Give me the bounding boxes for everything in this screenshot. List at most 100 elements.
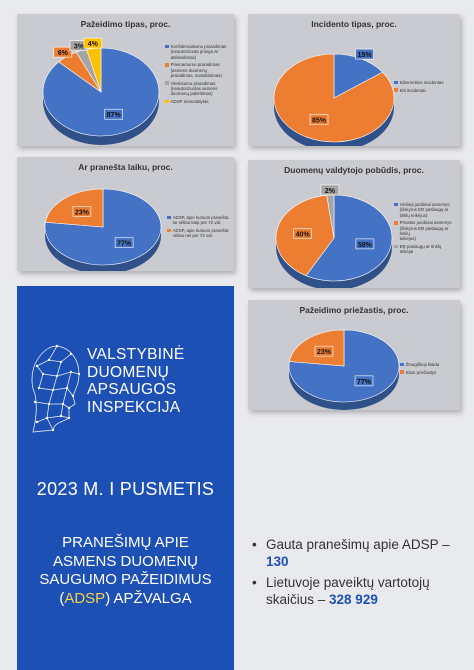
stat-label: Lietuvoje paveiktų vartotojų skaičius – (266, 575, 430, 607)
heading-tail: APŽVALGA (110, 589, 192, 607)
pie-slice (273, 53, 395, 143)
data-label-text: 4% (88, 41, 99, 48)
data-label: 4% (83, 37, 103, 49)
agency-panel: VALSTYBINĖ DUOMENŲ APSAUGOS INSPEKCIJA 2… (17, 286, 234, 670)
legend-swatch (165, 99, 169, 104)
bullet: • (252, 537, 257, 552)
heading-line: (ADSP) APŽVALGA (17, 590, 234, 609)
report-heading: PRANEŠIMŲ APIE ASMENS DUOMENŲ SAUGUMO PA… (17, 534, 234, 608)
legend-label: Kitos priežastys (405, 369, 437, 375)
data-label: 15% (355, 48, 374, 60)
bullet: • (252, 575, 257, 590)
agency-name-line: DUOMENŲ (87, 363, 170, 381)
chart-legend: Viešieji juridiniai asmenys (išskyrus EŖ… (394, 202, 458, 257)
data-label: 77% (114, 237, 134, 248)
data-label-box (354, 375, 374, 387)
legend-swatch (167, 215, 171, 220)
legend-item: Žmogiškoji klaida (400, 362, 456, 367)
data-label-text: 15% (358, 52, 373, 59)
legend-swatch (165, 63, 169, 67)
legend-label: ADSP, apie kuriuos pranešta vėliau nei p… (172, 227, 229, 239)
pie-depth (43, 92, 159, 145)
legend-label: Vientisumo praradimas (neautorizuotas as… (170, 80, 218, 97)
legend-item: ADSP, apie kuriuos pranešta vėliau nei p… (167, 228, 231, 239)
stat-value: 328 929 (329, 592, 378, 607)
pie-depth (289, 366, 399, 410)
legend-item: Privatūs juridiniai asmenys (išskyrus EŖ… (394, 220, 458, 241)
data-label: 87% (104, 108, 123, 120)
data-label-text: 23% (317, 349, 332, 356)
data-label-text: 23% (75, 209, 90, 216)
data-label-text: 2% (325, 188, 336, 195)
data-label-box (314, 345, 334, 357)
chart-title: Pažeidimo tipas, proc. (80, 19, 171, 29)
data-label-box (320, 184, 340, 196)
legend-item: Kiti incidentai (394, 88, 458, 93)
stat-value: 130 (266, 554, 289, 569)
heading-line: ASMENS DUOMENŲ (52, 552, 198, 570)
chart-title: Duomenų valdytojo pobūdis, proc. (284, 165, 424, 175)
legend-swatch (400, 362, 404, 367)
chart-title: Pažeidimo priežastis, proc. (299, 305, 409, 315)
agency-name-line: APSAUGOS (87, 381, 177, 398)
pie-chart-breach-cause: 77% 23% (288, 329, 400, 410)
legend-label: Kibernetinis incidentas (399, 80, 444, 85)
chart-legend: Konfidencialumo praradimas (neautorizuot… (165, 44, 231, 107)
data-label: 6% (53, 46, 73, 58)
legend-swatch (165, 44, 169, 49)
data-label-text: 85% (312, 118, 327, 125)
summary-stats: • Gauta pranešimų apie ADSP – 130 • Liet… (252, 536, 467, 612)
chart-card-breach-cause: Pažeidimo priežastis, proc. 77% 23% Žmogi… (248, 300, 460, 410)
legend-item: Prieinamumo praradimas (asmens duomenų p… (165, 62, 231, 78)
data-label-text: 40% (296, 232, 311, 239)
legend-swatch (167, 228, 171, 233)
legend-label: EŖ paslaugų ar tinklų teikėjai (399, 243, 442, 255)
agency-name-line: INSPEKCIJA (87, 398, 181, 416)
data-label-box (114, 237, 134, 248)
pie-chart-reported-on-time: 77% 23% (44, 188, 162, 271)
legend-label: ADSP nenustatytas (170, 98, 209, 104)
legend-swatch (394, 80, 398, 85)
chart-legend: Žmogiškoji klaida Kitos priežastys (400, 362, 456, 377)
data-label: 2% (320, 184, 340, 196)
chart-title: Ar pranešta laiku, proc. (78, 162, 173, 172)
legend-item: EŖ paslaugų ar tinklų teikėjai (394, 244, 458, 255)
legend-item: Kibernetinis incidentas (394, 80, 458, 85)
legend-swatch (394, 244, 398, 249)
heading-acronym: ADSP (64, 589, 106, 607)
data-label-box (293, 228, 312, 239)
legend-item: ADSP nenustatytas (165, 99, 231, 104)
data-label: 77% (354, 375, 374, 387)
chart-card-breach-type: Pažeidimo tipas, proc. 87% 6% 3% 4% Konfide… (17, 14, 234, 146)
legend-label: Kiti incidentai (399, 87, 426, 93)
heading-paren: ( (59, 589, 65, 607)
data-label: 58% (355, 238, 375, 250)
legend-label: Privatūs juridiniai asmenys (išskyrus EŖ… (399, 220, 452, 242)
legend-label: Konfidencialumo praradimas (neautorizuot… (170, 44, 227, 60)
stat-label: Gauta pranešimų apie ADSP – (266, 537, 450, 552)
data-label-text: 77% (357, 379, 372, 386)
pie-chart-incident-type: 15% 85% (273, 48, 395, 146)
legend-item: Konfidencialumo praradimas (neautorizuot… (165, 44, 231, 60)
chart-title: Incidento tipas, proc. (311, 19, 397, 29)
data-label-box (355, 238, 375, 250)
data-label-box (72, 206, 92, 217)
chart-card-reported-on-time: Ar pranešta laiku, proc. 77% 23% ADSP, ap… (17, 157, 234, 271)
legend-swatch (165, 81, 169, 85)
legend-item: Viešieji juridiniai asmenys (išskyrus EŖ… (394, 202, 458, 218)
legend-label: Prieinamumo praradimas (asmens duomenų p… (170, 62, 222, 78)
pie-chart-breach-type: 87% 6% 3% 4% (42, 37, 160, 145)
report-period: 2023 M. I PUSMETIS (36, 479, 215, 499)
chart-legend: Kibernetinis incidentas Kiti incidentai (394, 80, 458, 95)
data-label: 85% (309, 114, 329, 125)
legend-swatch (400, 370, 404, 375)
data-label-box (53, 46, 73, 58)
chart-card-incident-type: Incidento tipas, proc. 15% 85% Kibernetin… (248, 14, 460, 146)
chart-card-controller-type: Duomenų valdytojo pobūdis, proc. 58% 40% 2… (248, 160, 460, 288)
data-label-box (104, 108, 123, 120)
data-label: 23% (314, 345, 334, 357)
legend-swatch (394, 202, 398, 207)
legend-item: ADSP, apie kuriuos pranešta ne vėliau ka… (167, 215, 231, 226)
agency-logo (31, 344, 81, 433)
data-label-box (355, 48, 374, 60)
